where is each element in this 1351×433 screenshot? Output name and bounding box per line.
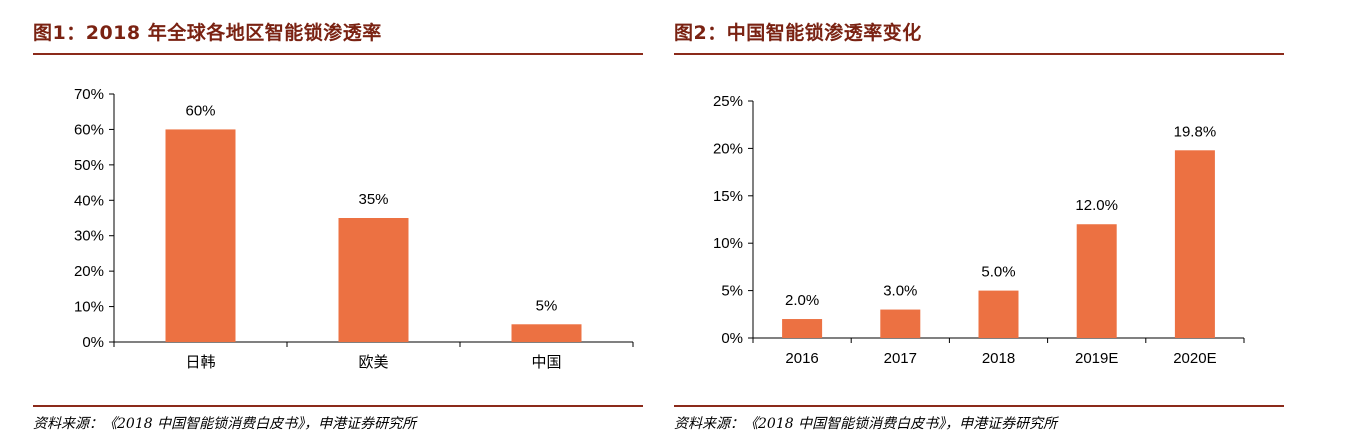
source-divider [33,405,643,407]
source-note: 资料来源：《2018 中国智能锁消费白皮书》，申港证券研究所 [33,416,417,432]
x-tick-label: 2016 [785,350,818,367]
y-tick-label: 50% [74,157,104,174]
y-tick-label: 10% [74,299,104,316]
y-tick-label: 20% [74,263,104,280]
y-tick-label: 0% [721,330,743,347]
bar [338,218,409,342]
source-divider [674,405,1284,407]
source-note: 资料来源：《2018 中国智能锁消费白皮书》，申港证券研究所 [674,416,1058,432]
data-label: 5% [536,297,558,314]
bar [511,324,582,342]
y-tick-label: 20% [713,140,743,157]
bar [1174,150,1215,338]
y-tick-label: 70% [74,86,104,103]
data-label: 12.0% [1075,197,1118,214]
data-label: 19.8% [1174,123,1217,140]
bar [782,319,823,338]
bar [165,129,236,342]
y-tick-label: 15% [713,188,743,205]
panel-left: 图1：2018 年全球各地区智能锁渗透率 0% 10% 20% 30% 40% 50% 60… [33,0,643,432]
x-tick-label: 2017 [884,350,917,367]
title-divider [674,53,1284,55]
data-label: 2.0% [785,292,819,309]
x-tick-label: 日韩 [185,354,215,371]
bar [978,290,1019,338]
bar-chart-regions: 0% 10% 20% 30% 40% 50% 60% 70% 60% 日韩 35% 欧美 5% 中国 [74,86,634,371]
y-tick-label: 5% [721,283,743,300]
x-tick-label: 中国 [531,354,561,371]
panel-right: 图2：中国智能锁渗透率变化 0% 5% 10% 15% 20% 25% 2.0% 2016 3.… [674,0,1284,432]
data-label: 5.0% [981,264,1015,281]
title-divider [33,53,643,55]
y-tick-label: 25% [713,93,743,110]
x-tick-label: 欧美 [358,354,388,371]
y-tick-label: 30% [74,228,104,245]
data-label: 60% [185,102,215,119]
bar [880,309,921,338]
data-label: 35% [358,191,388,208]
x-tick-label: 2018 [982,350,1015,367]
x-tick-label: 2019E [1075,350,1118,367]
chart-title: 图1：2018 年全球各地区智能锁渗透率 [33,22,382,44]
y-tick-label: 10% [713,235,743,252]
chart-title: 图2：中国智能锁渗透率变化 [674,22,922,44]
bar [1076,224,1117,338]
y-tick-label: 40% [74,192,104,209]
x-tick-label: 2020E [1173,350,1216,367]
data-label: 3.0% [883,283,917,300]
bar-chart-china-trend: 0% 5% 10% 15% 20% 25% 2.0% 2016 3.0% 2017 5.0% 2018… [713,93,1245,367]
y-tick-label: 60% [74,121,104,138]
y-tick-label: 0% [82,334,104,351]
